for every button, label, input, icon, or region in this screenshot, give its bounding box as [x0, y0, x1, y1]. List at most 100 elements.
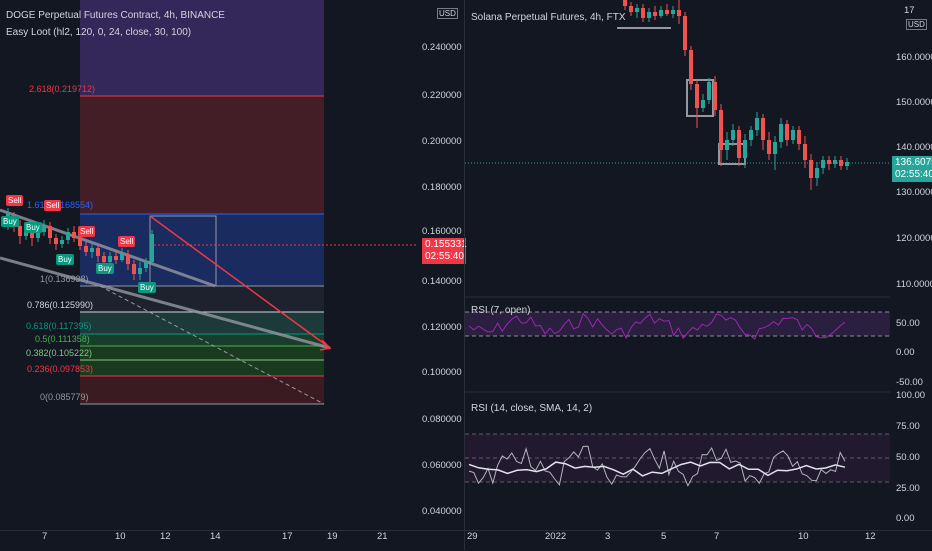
left-date-tick: 19 — [327, 531, 338, 542]
candle-body — [18, 226, 22, 236]
candle-body — [719, 110, 723, 150]
right-price-tick: 160.0000 — [896, 52, 932, 63]
left-date-tick: 14 — [210, 531, 221, 542]
fib-level-label: 0.618(0.117395) — [26, 321, 92, 331]
buy-signal-marker: Buy — [1, 216, 19, 227]
candle-body — [737, 130, 741, 158]
left-candles — [6, 208, 154, 280]
right-date-tick: 29 — [467, 531, 478, 542]
candle-body — [629, 6, 633, 12]
left-chart-title: DOGE Perpetual Futures Contract, 4h, BIN… — [6, 10, 225, 21]
left-price-axis[interactable]: 0.240000 0.220000 0.200000 0.180000 0.160000… — [418, 0, 467, 530]
candle-body — [114, 256, 118, 260]
candle-body — [779, 124, 783, 142]
sell-signal-marker: Sell — [78, 226, 96, 237]
currency-button[interactable]: USD — [906, 19, 927, 30]
fib-zone-teal — [80, 312, 324, 334]
rsi2-tick: 100.00 — [896, 390, 926, 401]
candle-body — [132, 264, 136, 274]
candle-body — [755, 118, 759, 130]
right-date-tick: 10 — [798, 531, 809, 542]
left-chart-canvas — [0, 0, 418, 405]
candle-body — [120, 254, 124, 260]
left-price-tick: 0.140000 — [422, 276, 462, 287]
left-chart-pane[interactable]: DOGE Perpetual Futures Contract, 4h, BIN… — [0, 0, 418, 542]
pane-divider[interactable] — [464, 0, 465, 550]
fib-level-label: 0(0.085779) — [40, 392, 89, 402]
left-price-tick: 0.180000 — [422, 182, 462, 193]
candle-body — [623, 0, 627, 6]
candle-body — [701, 100, 705, 108]
right-price-tick: 140.0000 — [896, 142, 932, 153]
left-price-tick: 0.040000 — [422, 506, 462, 517]
rsi2-tick: 25.00 — [896, 483, 920, 494]
candle-body — [96, 248, 100, 256]
buy-signal-marker: Buy — [96, 263, 114, 274]
fib-level-label: 0.236(0.097853) — [27, 364, 94, 374]
fib-level-label: 2.618(0.219712) — [29, 84, 96, 94]
candle-body — [102, 256, 106, 262]
candle-body — [48, 226, 52, 238]
candle-body — [30, 230, 34, 238]
right-last-price: 136.6075 02:55:40 — [892, 156, 932, 182]
fib-level-label: 1(0.136938) — [40, 274, 89, 284]
buy-signal-marker: Buy — [56, 254, 74, 265]
left-indicator-title: Easy Loot (hl2, 120, 0, 24, close, 30, 1… — [6, 27, 192, 38]
candle-body — [725, 140, 729, 150]
fib-level-label: 0.5(0.111358) — [35, 334, 90, 344]
candle-body — [797, 130, 801, 144]
candle-body — [641, 8, 645, 18]
candle-body — [108, 256, 112, 262]
buy-signal-marker: Buy — [24, 222, 42, 233]
candle-body — [749, 130, 753, 140]
right-date-tick: 5 — [661, 531, 667, 542]
candle-body — [138, 268, 142, 274]
candle-body — [653, 12, 657, 16]
candle-body — [647, 12, 651, 18]
rsi2-title: RSI (14, close, SMA, 14, 2) — [471, 403, 593, 414]
candle-body — [36, 232, 40, 238]
fib-zone-purple — [80, 0, 324, 96]
candle-body — [54, 238, 58, 244]
candle-body — [773, 142, 777, 154]
candle-body — [809, 160, 813, 178]
fib-zone-green2 — [80, 346, 324, 376]
left-last-price: 0.155331 02:55:40 — [422, 238, 467, 264]
right-price-axis[interactable]: 17 USD 160.0000 150.0000 140.0000 130.0000 1… — [890, 0, 932, 530]
left-date-tick: 7 — [42, 531, 48, 542]
buy-signal-marker: Buy — [138, 282, 156, 293]
candle-body — [713, 82, 717, 110]
left-price-tick: 0.120000 — [422, 322, 462, 333]
candle-body — [84, 246, 88, 252]
trendline-lower — [0, 256, 331, 350]
candle-body — [671, 10, 675, 14]
candle-body — [72, 232, 76, 238]
left-date-tick: 12 — [160, 531, 171, 542]
left-price-tick: 0.100000 — [422, 367, 462, 378]
candle-body — [695, 84, 699, 108]
candle-body — [827, 160, 831, 164]
left-currency-button[interactable]: USD — [437, 8, 458, 19]
right-price-tick: 120.0000 — [896, 233, 932, 244]
candle-body — [665, 10, 669, 14]
candle-body — [689, 50, 693, 84]
left-price-tick: 0.240000 — [422, 42, 462, 53]
candle-body — [78, 238, 82, 246]
right-price-tick: 130.0000 — [896, 187, 932, 198]
candle-body — [785, 124, 789, 140]
time-axis-bar[interactable] — [0, 530, 932, 551]
right-chart-pane[interactable]: Solana Perpetual Futures, 4h, FTX RSI (7… — [465, 0, 890, 542]
candle-body — [144, 262, 148, 268]
candle-body — [24, 230, 28, 236]
candle-body — [761, 118, 765, 140]
left-price-tick: 0.200000 — [422, 136, 462, 147]
left-price-tick: 0.220000 — [422, 90, 462, 101]
right-top-tick: 17 — [904, 5, 915, 16]
candle-body — [635, 8, 639, 12]
fib-zone-red — [80, 96, 324, 214]
candle-body — [791, 130, 795, 140]
trendline-dashed — [99, 285, 325, 405]
right-date-tick: 2022 — [545, 531, 567, 542]
candle-body — [126, 254, 130, 264]
candle-body — [743, 140, 747, 158]
